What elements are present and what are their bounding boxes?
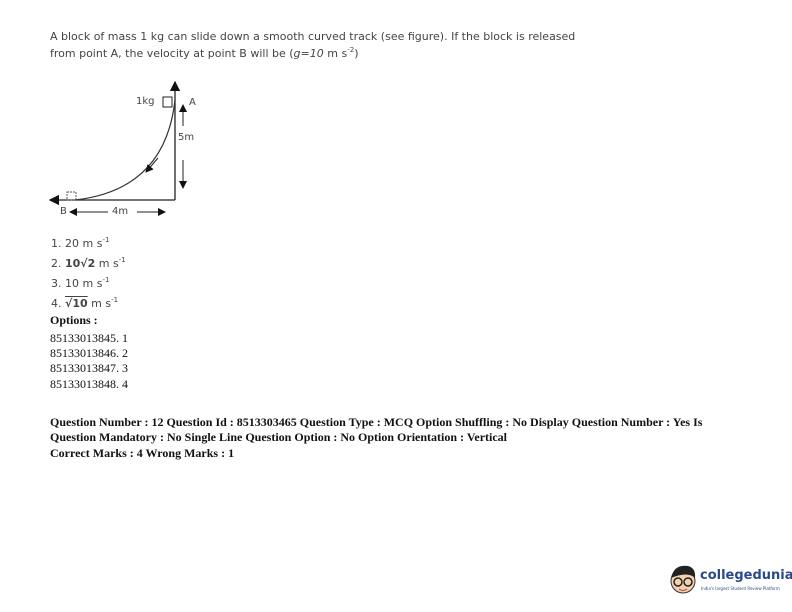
question-text: from point A, the velocity at point B wi… (50, 47, 294, 60)
meta-line-1: Question Number : 12 Question Id : 85133… (50, 415, 703, 429)
option-id-2: 85133013846. 2 (50, 346, 128, 360)
curved-track (74, 99, 176, 201)
equals: = (300, 47, 310, 60)
point-b-label: B (60, 206, 67, 217)
collegedunia-logo: collegedunia India's largest Student Rev… (668, 562, 792, 598)
g-symbol: g (293, 47, 301, 60)
mass-label: 1kg (136, 96, 155, 107)
height-label: 5m (178, 132, 195, 143)
unit: m s (323, 47, 348, 60)
motion-arrow (145, 157, 159, 173)
logo-tagline: India's largest Student Review Platform (701, 586, 780, 591)
block-at-b (66, 191, 77, 201)
choice-4: 4. √10 m s-1 (51, 296, 119, 311)
logo-name: collegedunia (700, 568, 792, 583)
meta-line-2: Question Mandatory : No Single Line Ques… (50, 430, 508, 444)
choice-2: 2. 10√2 m s-1 (51, 256, 126, 271)
choice-3: 3. 10 m s-1 (51, 276, 110, 291)
meta-line-3: Correct Marks : 4 Wrong Marks : 1 (50, 446, 235, 460)
question-line-2: from point A, the velocity at point B wi… (50, 46, 359, 61)
exponent: -2 (347, 46, 355, 54)
option-id-3: 85133013847. 3 (50, 361, 128, 375)
question-line-1: A block of mass 1 kg can slide down a sm… (50, 30, 576, 43)
mascot-icon (670, 565, 696, 594)
options-heading: Options : (50, 313, 98, 327)
option-id-1: 85133013845. 1 (50, 331, 128, 345)
choice-1: 1. 20 m s-1 (51, 236, 110, 251)
option-id-4: 85133013848. 4 (50, 377, 128, 391)
g-value: 10 (309, 47, 324, 60)
block-at-a (162, 96, 173, 108)
point-a-label: A (189, 97, 196, 108)
width-label: 4m (112, 206, 129, 217)
paren: ) (354, 47, 359, 60)
